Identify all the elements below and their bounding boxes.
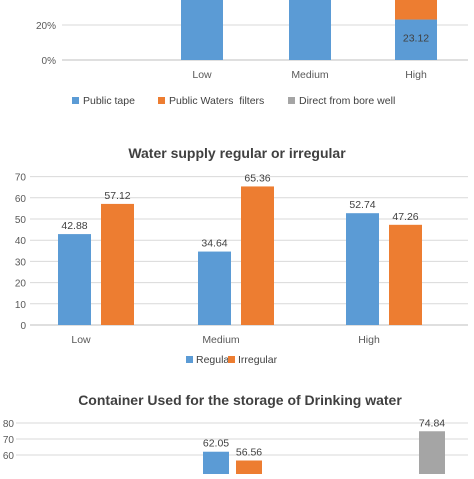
y-tick-label: 80 (3, 419, 15, 430)
legend-label: Public Waters filters (169, 95, 264, 107)
data-label: 34.64 (201, 238, 227, 250)
y-tick-label: 0% (42, 56, 57, 67)
legend-label: Public tape (83, 95, 135, 107)
legend-label: Irregular (238, 354, 278, 366)
y-tick-label: 20% (36, 21, 56, 32)
bar (389, 224, 422, 325)
y-tick-label: 50 (15, 215, 27, 226)
bar (101, 203, 134, 325)
y-tick-label: 70 (15, 173, 27, 184)
data-label: 52.74 (349, 199, 375, 211)
data-label: 23.12 (403, 33, 429, 45)
bar-segment (289, 0, 331, 61)
y-tick-label: 60 (3, 451, 15, 462)
bar (241, 186, 274, 325)
x-category-label: High (358, 334, 380, 346)
bar-segment (181, 0, 223, 60)
y-tick-label: 40 (15, 236, 27, 247)
data-label: 56.56 (236, 447, 262, 459)
data-label: 42.88 (61, 220, 87, 232)
y-tick-label: 20 (15, 279, 27, 290)
bar (236, 460, 262, 474)
bar (58, 234, 91, 325)
legend-label: Direct from bore well (299, 95, 395, 107)
legend-swatch (288, 97, 295, 104)
x-category-label: High (405, 69, 427, 81)
chart-title: Water supply regular or irregular (128, 145, 346, 161)
y-tick-label: 0 (20, 321, 26, 332)
x-category-label: Medium (202, 334, 240, 346)
legend-label: Regular (196, 354, 233, 366)
bar-segment (395, 19, 437, 60)
bar (203, 451, 229, 474)
data-label: 65.36 (244, 172, 270, 184)
legend-swatch (228, 356, 235, 363)
data-label: 74.84 (419, 417, 445, 429)
x-category-label: Medium (291, 69, 329, 81)
data-label: 47.26 (392, 211, 418, 223)
chart-title: Container Used for the storage of Drinki… (78, 392, 402, 408)
legend-swatch (186, 356, 193, 363)
x-category-label: Low (192, 69, 212, 81)
y-tick-label: 10 (15, 300, 27, 311)
legend-swatch (72, 97, 79, 104)
y-tick-label: 30 (15, 257, 27, 268)
bar (198, 251, 231, 325)
chart-water-supply: Water supply regular or irregular 0 10 20 30… (15, 145, 468, 366)
y-tick-label: 70 (3, 435, 15, 446)
bar (346, 213, 379, 325)
data-label: 62.05 (203, 438, 229, 450)
bar (419, 431, 445, 474)
x-category-label: Low (71, 334, 91, 346)
bar-segment (395, 0, 437, 20)
legend-swatch (158, 97, 165, 104)
data-label: 57.12 (104, 190, 130, 202)
y-tick-label: 60 (15, 194, 27, 205)
chart-storage-container: Container Used for the storage of Drinki… (3, 392, 468, 474)
